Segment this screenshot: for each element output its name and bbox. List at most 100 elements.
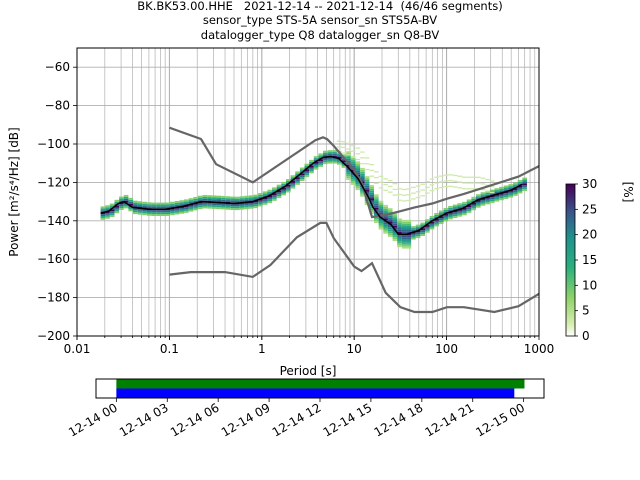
heatmap-cell — [151, 212, 157, 215]
heatmap-cell — [387, 234, 393, 237]
heatmap-cell — [193, 198, 198, 201]
heatmap-cell — [258, 204, 263, 207]
heatmap-cell — [128, 209, 134, 212]
heatmap-cell — [401, 227, 407, 230]
heatmap-cell — [225, 200, 231, 203]
heatmap-cell — [355, 188, 361, 191]
heatmap-cell — [188, 200, 194, 203]
heatmap-cell — [221, 203, 226, 206]
heatmap-cell — [452, 206, 458, 209]
heatmap-cell — [234, 196, 240, 199]
heatmap-cell — [508, 193, 514, 196]
heatmap-cell — [485, 202, 490, 205]
heatmap-cell — [174, 210, 180, 213]
heatmap-cell — [489, 197, 495, 200]
heatmap-cell — [383, 216, 388, 219]
heatmap-cell — [415, 224, 421, 227]
heatmap-cell — [313, 158, 319, 160]
heatmap-cell — [448, 217, 453, 220]
heatmap-cell — [443, 219, 449, 222]
heatmap-cell — [374, 221, 379, 224]
heatmap-cell — [429, 184, 435, 186]
heatmap-cell — [489, 180, 495, 182]
mean-curve — [100, 155, 523, 235]
heatmap-cell — [151, 214, 157, 216]
heatmap-cell — [415, 196, 421, 199]
heatmap-cell — [123, 204, 129, 207]
heatmap-cell — [346, 153, 351, 156]
heatmap-cell — [123, 200, 129, 203]
heatmap-cell — [262, 197, 268, 200]
heatmap-cell — [156, 204, 161, 207]
heatmap-cell — [475, 205, 481, 208]
heatmap-cell — [462, 207, 467, 210]
heatmap-cell — [513, 191, 518, 194]
heatmap-cell — [457, 175, 463, 177]
heatmap-cell — [350, 165, 356, 168]
heatmap-cell — [165, 204, 171, 207]
heatmap-cell — [378, 206, 384, 209]
heatmap-cell — [258, 196, 263, 199]
heatmap-cell — [313, 161, 319, 164]
heatmap-cell — [137, 212, 143, 215]
heatmap-cell — [485, 190, 490, 193]
timeline-tick-label: 12-14 06 — [168, 400, 222, 439]
heatmap-cell — [369, 169, 375, 172]
heatmap-cell — [489, 199, 495, 202]
heatmap-cell — [387, 185, 393, 188]
heatmap-cell — [522, 183, 527, 186]
heatmap-cell — [253, 198, 259, 201]
heatmap-cell — [401, 200, 407, 202]
heatmap-cell — [401, 225, 407, 228]
heatmap-cell — [336, 162, 342, 165]
heatmap-cell — [133, 210, 138, 213]
heatmap-cell — [179, 209, 185, 212]
heatmap-cell — [508, 184, 514, 187]
heatmap-cell — [503, 187, 509, 190]
heatmap-cell — [448, 179, 453, 182]
heatmap-cell — [197, 197, 203, 200]
heatmap-cell — [336, 155, 342, 158]
heatmap-cell — [364, 181, 370, 184]
heatmap-cell — [392, 218, 398, 221]
timeline-tick-label: 12-15 00 — [473, 400, 527, 439]
colorbar-tick-label: 0 — [582, 329, 590, 343]
heatmap-cell — [387, 229, 393, 232]
heatmap-cell — [406, 199, 412, 202]
heatmap-cell — [346, 158, 351, 161]
heatmap-cell — [392, 225, 398, 228]
heatmap-cell — [397, 231, 402, 234]
heatmap-cell — [471, 208, 476, 211]
heatmap-cell — [397, 245, 402, 248]
heatmap-cell — [197, 203, 203, 206]
heatmap-cell — [346, 164, 351, 167]
heatmap-cell — [165, 212, 171, 215]
heatmap-cell — [489, 191, 495, 194]
heatmap-cell — [272, 196, 277, 199]
heatmap-cell — [299, 179, 305, 181]
heatmap-cell — [360, 171, 365, 174]
heatmap-cell — [248, 199, 254, 202]
heatmap-cell — [355, 167, 361, 170]
heatmap-cell — [156, 206, 161, 209]
heatmap-cell — [248, 202, 254, 205]
heatmap-cell — [313, 167, 319, 170]
heatmap-cell — [387, 210, 393, 212]
heatmap-cell — [485, 192, 490, 195]
heatmap-cell — [369, 192, 375, 195]
heatmap-cell — [355, 184, 361, 187]
heatmap-cell — [360, 167, 365, 170]
heatmap-cell — [216, 195, 222, 198]
heatmap-cell — [304, 165, 310, 168]
heatmap-cell — [336, 140, 342, 142]
heatmap-cell — [128, 203, 134, 206]
heatmap-cell — [272, 195, 277, 197]
y-tick-label: −100 — [37, 137, 70, 151]
y-tick-label: −80 — [45, 99, 70, 113]
heatmap-cell — [369, 206, 375, 209]
heatmap-cell — [225, 207, 231, 210]
heatmap-cell — [434, 213, 439, 215]
heatmap-cell — [225, 196, 231, 199]
timeline-tick-label: 12-14 12 — [270, 400, 324, 439]
heatmap-cell — [179, 204, 185, 207]
